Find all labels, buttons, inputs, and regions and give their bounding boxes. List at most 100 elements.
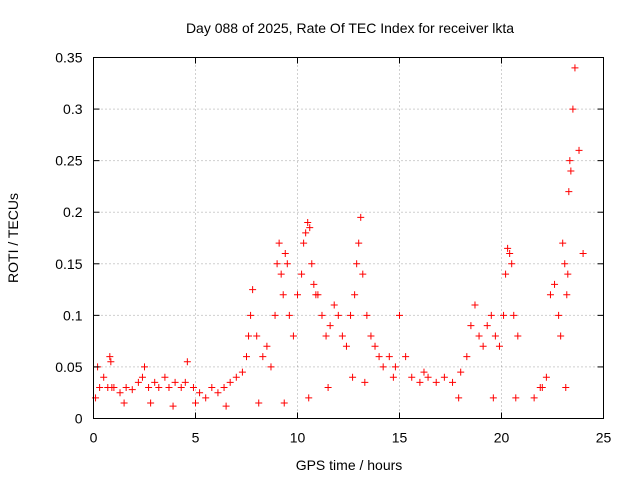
data-point <box>181 378 189 386</box>
data-point <box>367 332 375 340</box>
x-tick-label: 25 <box>596 430 612 446</box>
y-tick-label: 0 <box>75 411 83 427</box>
data-point <box>551 280 559 288</box>
data-point <box>308 260 316 268</box>
data-point <box>562 384 570 392</box>
data-point <box>243 353 250 361</box>
data-point <box>559 239 567 247</box>
y-tick-label: 0.05 <box>55 359 82 375</box>
data-point <box>222 402 230 410</box>
x-tick-labels: 0 5 10 15 20 25 <box>90 430 612 446</box>
data-point <box>563 291 571 299</box>
data-point <box>495 342 503 350</box>
data-point <box>449 378 457 386</box>
data-point <box>151 378 159 386</box>
data-point <box>253 332 261 340</box>
data-point <box>165 384 173 392</box>
x-tick-label: 10 <box>290 430 306 446</box>
data-point <box>155 384 163 392</box>
data-point <box>402 353 410 361</box>
data-point <box>569 105 577 113</box>
data-point <box>259 353 267 361</box>
data-point <box>214 389 222 397</box>
data-point <box>420 368 428 376</box>
data-point <box>567 167 575 175</box>
data-point <box>289 332 297 340</box>
data-point <box>564 270 572 278</box>
data-point <box>322 332 330 340</box>
data-point <box>455 394 463 402</box>
data-point <box>255 399 263 407</box>
data-point <box>310 280 318 288</box>
data-points <box>92 64 587 410</box>
data-point <box>120 399 128 407</box>
data-point <box>305 394 313 402</box>
data-point <box>502 270 510 278</box>
data-point <box>487 311 495 319</box>
data-point <box>128 386 136 394</box>
data-point <box>280 399 288 407</box>
data-point <box>326 322 334 330</box>
data-point <box>245 332 253 340</box>
data-point <box>145 384 153 392</box>
data-point <box>285 311 293 319</box>
x-tick-label: 15 <box>392 430 408 446</box>
y-tick-label: 0.2 <box>63 204 83 220</box>
data-point <box>500 311 508 319</box>
data-point <box>192 399 199 407</box>
data-point <box>571 64 579 72</box>
y-tick-label: 0.3 <box>63 101 83 117</box>
x-tick-label: 5 <box>192 430 200 446</box>
y-tick-label: 0.35 <box>55 50 82 66</box>
data-point <box>202 394 210 402</box>
data-point <box>579 249 587 257</box>
data-point <box>306 224 314 232</box>
data-point <box>107 358 115 366</box>
data-point <box>557 332 565 340</box>
data-point <box>138 373 146 381</box>
data-point <box>538 384 546 392</box>
data-point <box>141 363 148 371</box>
data-point <box>100 373 108 381</box>
data-point <box>483 322 491 330</box>
data-point <box>475 332 483 340</box>
data-point <box>161 373 169 381</box>
chart-title: Day 088 of 2025, Rate Of TEC Index for r… <box>186 20 514 36</box>
data-point <box>177 384 185 392</box>
data-point <box>273 260 281 268</box>
data-point <box>408 373 416 381</box>
data-point <box>566 157 574 165</box>
data-point <box>508 260 516 268</box>
data-point <box>249 286 257 294</box>
data-point <box>514 332 522 340</box>
data-point <box>122 384 130 392</box>
data-point <box>116 389 124 397</box>
data-point <box>314 291 322 299</box>
data-point <box>196 389 204 397</box>
data-point <box>347 311 355 319</box>
data-point <box>432 378 440 386</box>
data-point <box>385 353 393 361</box>
axis-ticks <box>93 57 604 419</box>
data-point <box>232 373 240 381</box>
y-tick-labels: 0 0.05 0.1 0.15 0.2 0.25 0.3 0.35 <box>55 50 82 427</box>
data-point <box>324 384 332 392</box>
data-point <box>359 270 367 278</box>
data-point <box>238 368 246 376</box>
plot-frame <box>93 57 604 419</box>
data-point <box>277 270 285 278</box>
data-point <box>318 311 326 319</box>
data-point <box>371 342 379 350</box>
data-point <box>363 311 371 319</box>
data-point <box>546 291 554 299</box>
data-point <box>281 249 289 257</box>
data-point <box>357 213 365 221</box>
data-point <box>467 322 475 330</box>
data-point <box>491 332 499 340</box>
data-point <box>134 378 142 386</box>
data-point <box>396 311 403 319</box>
data-point <box>171 378 179 386</box>
grid <box>93 57 604 419</box>
data-point <box>267 363 275 371</box>
